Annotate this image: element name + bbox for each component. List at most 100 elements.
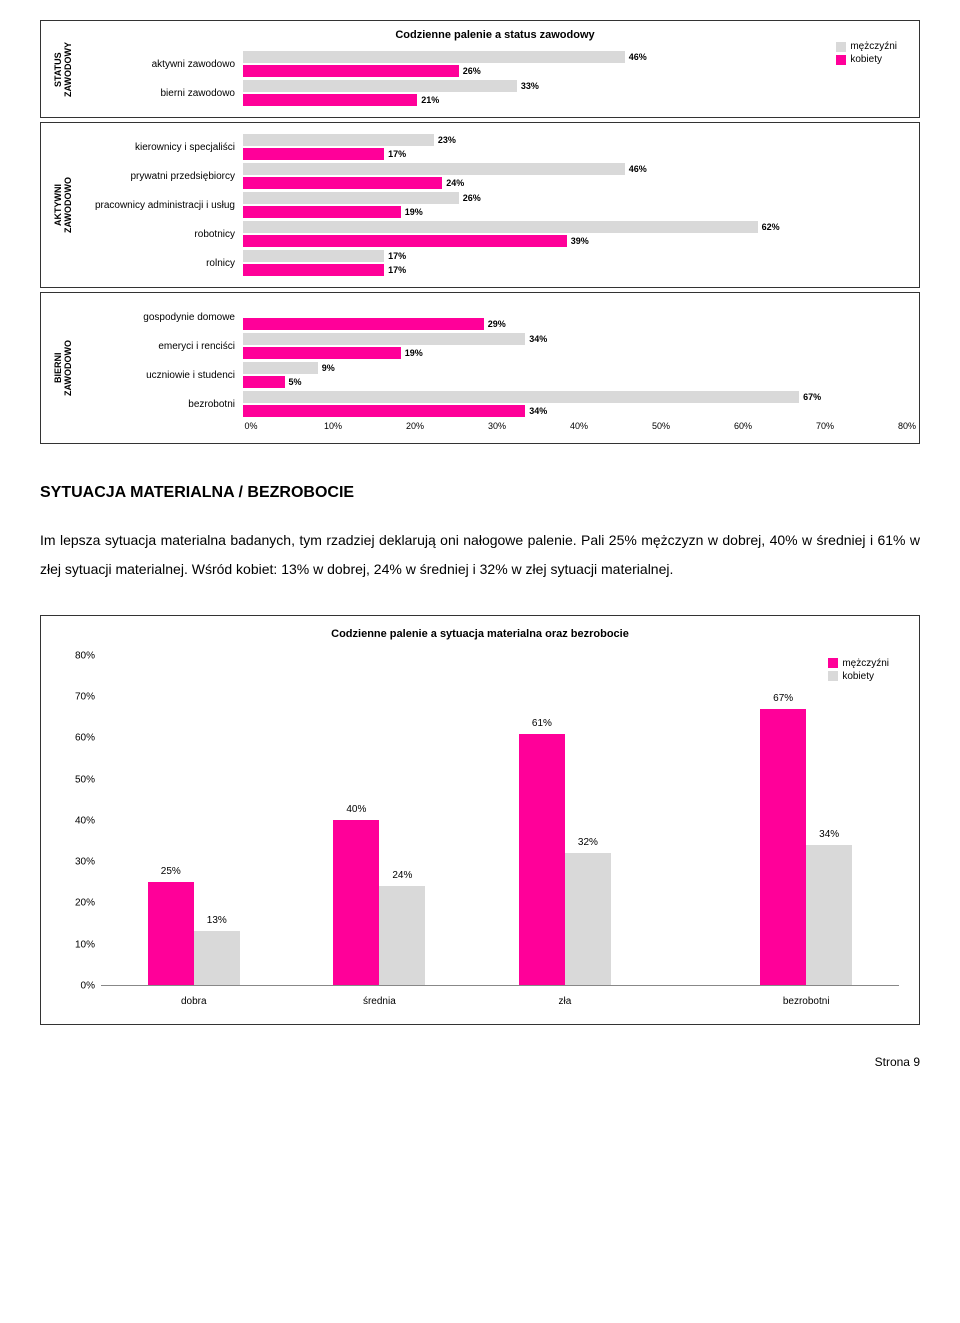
vbar-women: 32% — [565, 853, 611, 985]
hbar-women: 17% — [243, 264, 907, 276]
bar-fill — [243, 333, 525, 345]
bar-value: 17% — [388, 251, 406, 261]
xtick: 20% — [406, 421, 424, 431]
panel-vertical-label: BIERNI ZAWODOWO — [53, 340, 73, 396]
bar-value: 33% — [521, 81, 539, 91]
vbar-women: 34% — [806, 845, 852, 985]
bar-fill — [243, 362, 318, 374]
hbar-women: 21% — [243, 94, 907, 106]
hbar-row: prywatni przedsiębiorcy46%24% — [83, 163, 907, 189]
bar-value: 34% — [529, 406, 547, 416]
hbar-women: 17% — [243, 148, 907, 160]
bar-value: 9% — [322, 363, 335, 373]
hbar-chart: kierownicy i specjaliści23%17%prywatni p… — [83, 131, 907, 279]
chart1-panel: BIERNI ZAWODOWO gospodynie domowe 29% emery… — [40, 292, 920, 444]
hbar-category: gospodynie domowe — [83, 312, 243, 323]
bar-fill — [243, 65, 459, 77]
ytick: 40% — [75, 815, 95, 826]
group-spacer — [658, 656, 714, 985]
bar-value: 26% — [463, 193, 481, 203]
chart1-container: STATUS ZAWODOWYCodzienne palenie a statu… — [40, 20, 920, 444]
chart1-title: Codzienne palenie a status zawodowy — [83, 29, 907, 41]
heading-text: SYTUACJA MATERIALNA / BEZROBOCIE — [40, 484, 354, 501]
chart2-legend: mężczyźni kobiety — [828, 656, 889, 684]
legend-swatch-men — [836, 42, 846, 52]
bar-fill — [243, 206, 401, 218]
hbar-women: 39% — [243, 235, 907, 247]
vbar-men: 25% — [148, 882, 194, 985]
hbar-pair: 29% — [243, 304, 907, 330]
hbar-men: 23% — [243, 134, 907, 146]
hbar-women: 34% — [243, 405, 907, 417]
vbar-value: 34% — [819, 829, 839, 840]
hbar-xaxis: 0%10%20%30%40%50%60%70%80% — [251, 421, 907, 435]
xtick: 10% — [324, 421, 342, 431]
bar-fill — [243, 51, 625, 63]
hbar-men: 26% — [243, 192, 907, 204]
section-heading: SYTUACJA MATERIALNA / BEZROBOCIE — [40, 484, 920, 502]
vbar-women: 24% — [379, 886, 425, 985]
hbar-pair: 34%19% — [243, 333, 907, 359]
bar-value: 26% — [463, 66, 481, 76]
hbar-row: uczniowie i studenci9%5% — [83, 362, 907, 388]
bar-value: 39% — [571, 236, 589, 246]
hbar-category: rolnicy — [83, 258, 243, 269]
chart2-bars: 25%13%40%24%61%32%67%34% — [101, 656, 899, 986]
hbar-women: 29% — [243, 318, 907, 330]
vbar-women: 13% — [194, 931, 240, 984]
hbar-pair: 33% 21% — [243, 80, 907, 106]
chart1-panel: AKTYWNI ZAWODOWOkierownicy i specjaliści… — [40, 122, 920, 288]
bar-value: 17% — [388, 265, 406, 275]
hbar-row: rolnicy17%17% — [83, 250, 907, 276]
hbar-men: 34% — [243, 333, 907, 345]
hbar-pair: 67% 34% — [243, 391, 907, 417]
hbar-men: 67% — [243, 391, 907, 403]
bar-fill — [243, 221, 758, 233]
bar-value: 17% — [388, 149, 406, 159]
hbar-category: robotnicy — [83, 229, 243, 240]
ytick: 20% — [75, 898, 95, 909]
xtick: 70% — [816, 421, 834, 431]
vbar-value: 24% — [392, 870, 412, 881]
ytick: 60% — [75, 733, 95, 744]
hbar-pair: 26% 19% — [243, 192, 907, 218]
vbar-category: bezrobotni — [713, 990, 899, 1016]
hbar-men — [243, 304, 907, 316]
xtick: 40% — [570, 421, 588, 431]
vbar-value: 13% — [207, 915, 227, 926]
hbar-pair: 62% 39% — [243, 221, 907, 247]
chart2-title: Codzienne palenie a sytuacja materialna … — [61, 628, 899, 640]
vbar-group: 61%32% — [472, 656, 658, 985]
vbar-group: 67%34% — [713, 656, 899, 985]
hbar-pair: 46%24% — [243, 163, 907, 189]
ytick: 30% — [75, 857, 95, 868]
legend-swatch-women — [828, 671, 838, 681]
hbar-category: uczniowie i studenci — [83, 370, 243, 381]
hbar-pair: 17%17% — [243, 250, 907, 276]
bar-fill — [243, 318, 484, 330]
vbar-men: 40% — [333, 820, 379, 985]
hbar-men: 46% — [243, 163, 907, 175]
bar-fill — [243, 405, 525, 417]
bar-value: 62% — [762, 222, 780, 232]
hbar-category: emeryci i renciści — [83, 341, 243, 352]
legend-swatch-men — [828, 658, 838, 668]
xtick: 0% — [244, 421, 257, 431]
hbar-row: pracownicy administracji i usług26%19% — [83, 192, 907, 218]
vbar-category: zła — [472, 990, 658, 1016]
bar-value: 23% — [438, 135, 456, 145]
xtick: 30% — [488, 421, 506, 431]
bar-value: 21% — [421, 95, 439, 105]
bar-value: 29% — [488, 319, 506, 329]
hbar-pair: 46%26% — [243, 51, 907, 77]
hbar-men: 33% — [243, 80, 907, 92]
hbar-pair: 23% 17% — [243, 134, 907, 160]
page-footer: Strona 9 — [40, 1055, 920, 1069]
hbar-row: bierni zawodowo33%21% — [83, 80, 907, 106]
bar-value: 19% — [405, 207, 423, 217]
xtick: 50% — [652, 421, 670, 431]
vbar-value: 25% — [161, 866, 181, 877]
vbar-group: 40%24% — [287, 656, 473, 985]
vbar-group: 25%13% — [101, 656, 287, 985]
bar-value: 67% — [803, 392, 821, 402]
